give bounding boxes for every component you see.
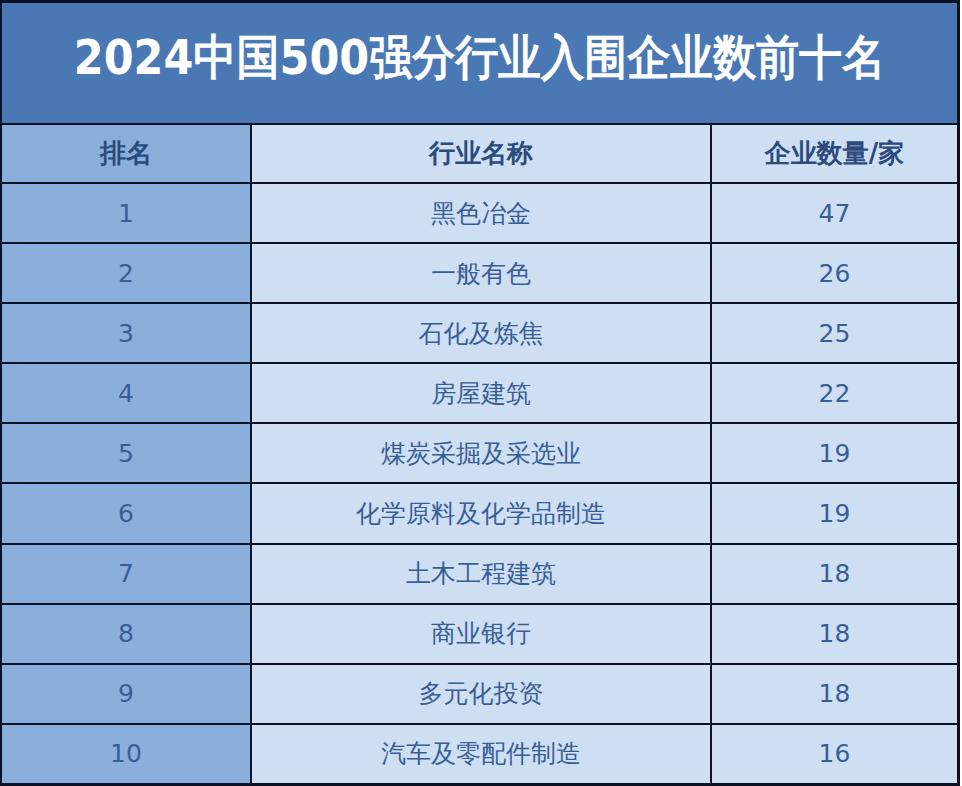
rank-cell: 9 [2,665,250,723]
rank-cell: 10 [2,725,250,783]
industry-cell: 商业银行 [252,605,710,663]
count-cell: 18 [712,545,957,603]
industry-cell: 房屋建筑 [252,364,710,422]
industry-cell: 多元化投资 [252,665,710,723]
industry-cell: 黑色冶金 [252,184,710,242]
industry-cell: 石化及炼焦 [252,304,710,362]
count-cell: 16 [712,725,957,783]
rank-cell: 8 [2,605,250,663]
column-header-count: 企业数量/家 [712,125,957,182]
count-cell: 26 [712,244,957,302]
rank-cell: 3 [2,304,250,362]
rank-cell: 6 [2,484,250,542]
count-cell: 19 [712,484,957,542]
rank-cell: 7 [2,545,250,603]
industry-cell: 汽车及零配件制造 [252,725,710,783]
industry-cell: 煤炭采掘及采选业 [252,424,710,482]
table-title-text: 2024中国500强分行业入围企业数前十名 [74,25,885,90]
count-cell: 18 [712,665,957,723]
industry-cell: 一般有色 [252,244,710,302]
column-header-industry: 行业名称 [252,125,710,182]
rank-cell: 2 [2,244,250,302]
rank-cell: 4 [2,364,250,422]
column-header-rank: 排名 [2,125,250,182]
rank-cell: 5 [2,424,250,482]
rank-cell: 1 [2,184,250,242]
count-cell: 47 [712,184,957,242]
industry-cell: 土木工程建筑 [252,545,710,603]
table-title: 2024中国500强分行业入围企业数前十名 [2,3,957,123]
industry-ranking-table: 2024中国500强分行业入围企业数前十名 排名 行业名称 企业数量/家 1 黑… [0,0,960,786]
count-cell: 18 [712,605,957,663]
industry-cell: 化学原料及化学品制造 [252,484,710,542]
count-cell: 25 [712,304,957,362]
count-cell: 19 [712,424,957,482]
count-cell: 22 [712,364,957,422]
